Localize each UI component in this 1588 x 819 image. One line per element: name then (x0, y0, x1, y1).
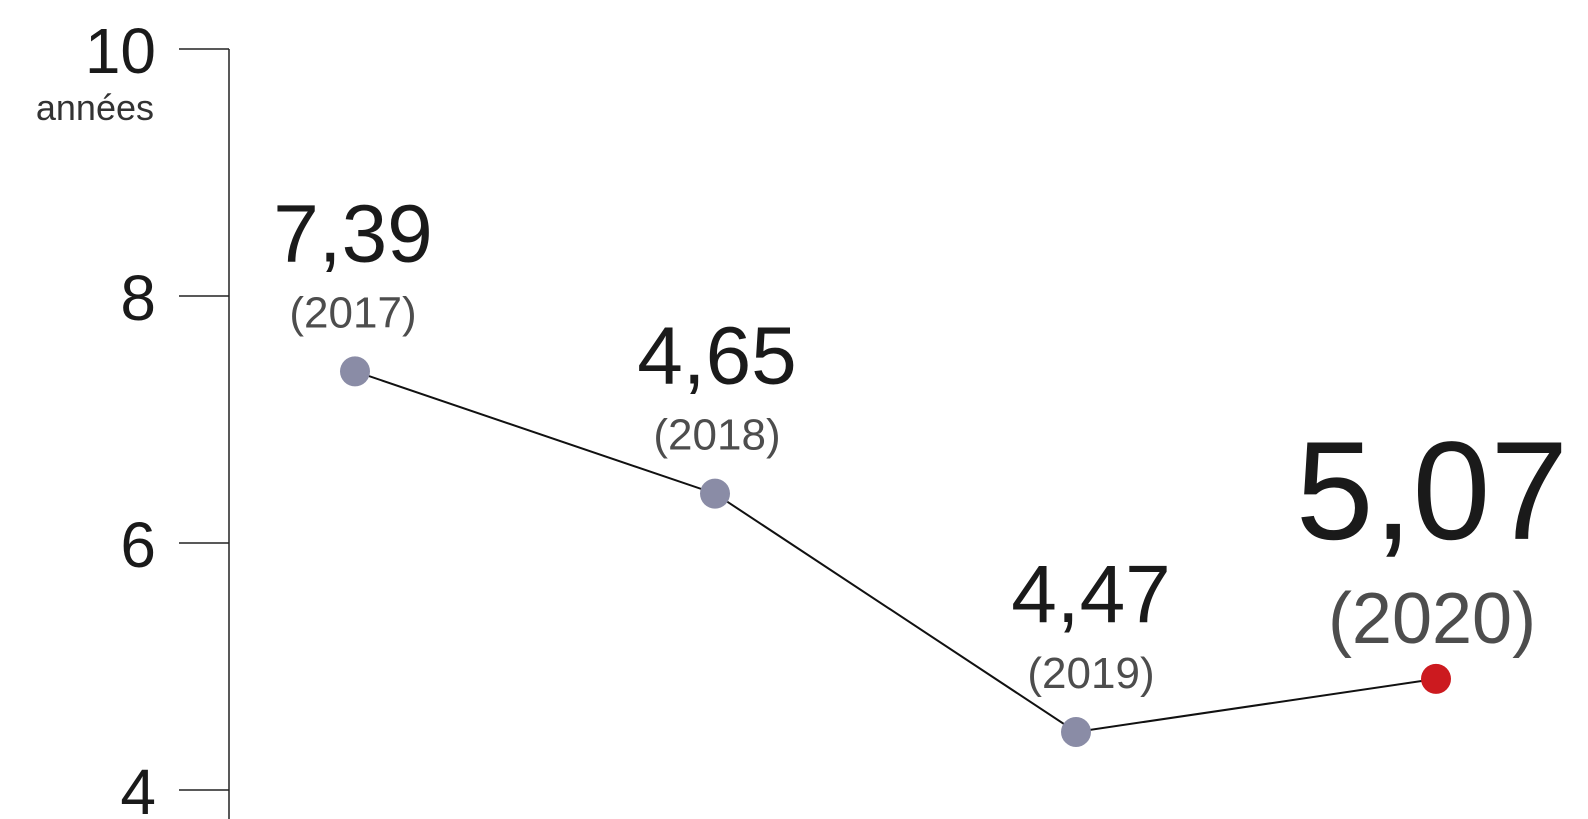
data-point (1421, 663, 1451, 694)
data-value-label: 7,39 (273, 188, 433, 279)
series-line-layer (354, 370, 1437, 734)
y-tick-label: 6 (120, 509, 156, 581)
data-year-label: (2019) (1027, 649, 1154, 698)
data-point (700, 478, 730, 509)
data-year-label: (2020) (1328, 579, 1536, 659)
y-tick-label: 10 (85, 15, 156, 87)
series-line (354, 370, 1437, 734)
y-tick-label: 8 (120, 262, 156, 334)
data-value-label: 5,07 (1296, 412, 1568, 569)
data-year-label: (2017) (289, 288, 416, 337)
data-point (340, 356, 370, 387)
data-labels-layer: 7,39 (2017) 4,65 (2018) 4,47 (2019) 5,07 (2020) (273, 188, 1568, 698)
y-axis-unit-label: années (36, 87, 154, 128)
data-value-label: 4,47 (1011, 549, 1171, 640)
data-value-label: 4,65 (637, 311, 797, 402)
data-points-layer (340, 356, 1451, 747)
data-year-label: (2018) (653, 411, 780, 460)
data-point (1061, 716, 1091, 747)
y-tick-label: 4 (120, 756, 156, 819)
